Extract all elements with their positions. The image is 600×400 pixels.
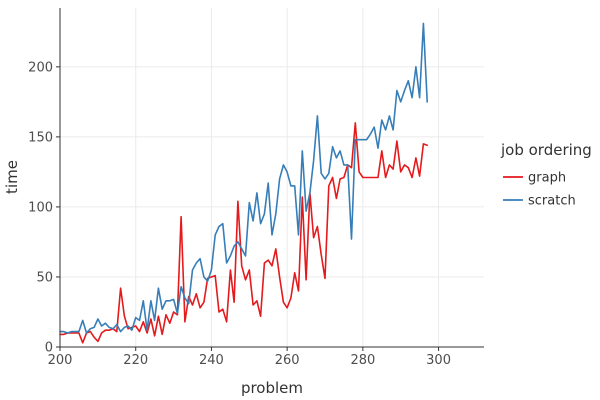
legend: job ordering graph scratch	[500, 141, 592, 209]
x-tick-label: 200	[48, 353, 73, 368]
y-tick-label: 50	[36, 270, 53, 285]
y-tick-label: 150	[28, 130, 53, 145]
legend-title: job ordering	[500, 141, 592, 159]
y-tick-label: 200	[28, 60, 53, 75]
y-axis-title: time	[3, 160, 21, 194]
x-tick-label: 240	[199, 353, 224, 368]
x-tick-label: 280	[350, 353, 375, 368]
series-line-scratch	[59, 22, 429, 334]
grid-lines	[59, 8, 484, 348]
y-tick-label: 0	[45, 341, 53, 356]
legend-items: graph scratch	[503, 171, 576, 209]
series-line-graph	[59, 122, 429, 344]
y-axis-ticks: 0 50 100 150 200	[28, 60, 60, 356]
x-tick-label: 220	[123, 353, 148, 368]
legend-label-graph: graph	[528, 171, 566, 186]
x-axis-ticks: 200 220 240 260 280 300	[48, 347, 451, 368]
legend-label-scratch: scratch	[528, 194, 576, 209]
x-tick-label: 300	[426, 353, 451, 368]
series-lines	[59, 22, 429, 344]
x-axis-title: problem	[241, 379, 303, 397]
x-tick-label: 260	[275, 353, 300, 368]
y-tick-label: 100	[28, 200, 53, 215]
